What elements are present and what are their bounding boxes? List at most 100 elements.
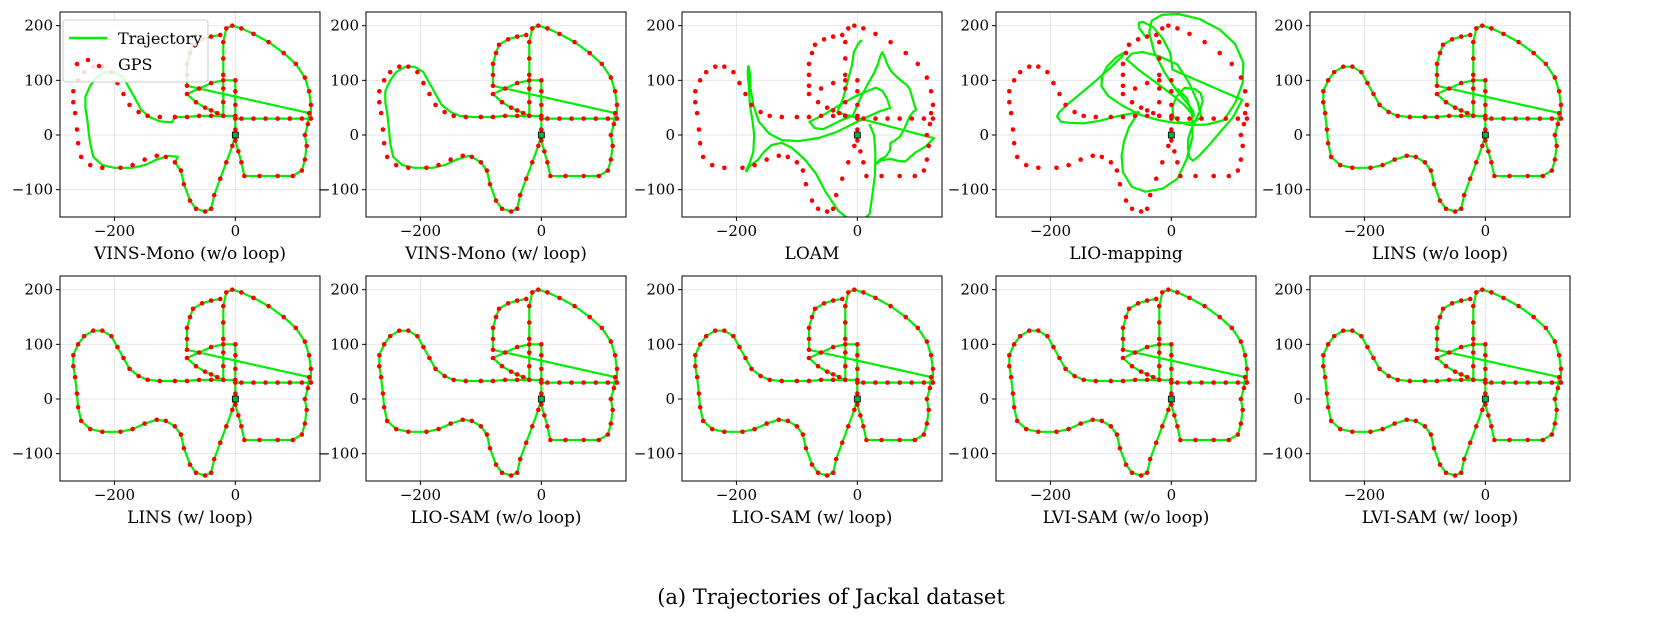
gps-point	[1120, 325, 1126, 331]
gps-point	[1467, 296, 1473, 302]
gps-point	[1422, 160, 1428, 165]
gps-point	[1172, 413, 1177, 418]
x-tick-label: 0	[1481, 486, 1491, 504]
gps-point	[1017, 333, 1023, 339]
gps-point	[1169, 127, 1174, 132]
gps-point	[1480, 407, 1485, 413]
gps-point	[178, 168, 184, 173]
y-tick-label: 200	[646, 281, 675, 299]
gps-point	[1552, 396, 1558, 402]
gps-point	[1172, 149, 1177, 154]
gps-point	[1017, 69, 1023, 75]
x-tick-label: −200	[94, 222, 135, 240]
gps-point	[1428, 168, 1434, 173]
x-tick-label: −200	[1344, 486, 1385, 504]
origin-marker	[231, 395, 239, 403]
gps-point	[1114, 168, 1120, 173]
gps-point	[779, 378, 785, 384]
gps-point	[915, 325, 921, 331]
gps-point	[220, 336, 226, 342]
gps-point	[499, 99, 505, 105]
gps-point	[526, 56, 532, 61]
gps-point	[1057, 355, 1062, 361]
gps-point	[930, 102, 936, 108]
gps-point	[852, 287, 857, 292]
gps-point	[612, 88, 618, 94]
gps-point	[514, 80, 520, 86]
gps-point	[572, 39, 577, 45]
gps-point	[824, 105, 830, 110]
gps-point	[1340, 64, 1346, 69]
gps-point	[1365, 80, 1370, 86]
gps-point	[858, 149, 863, 154]
gps-point	[1531, 50, 1537, 56]
gps-point	[526, 320, 532, 325]
gps-point	[306, 110, 312, 116]
gps-point	[384, 418, 390, 424]
gps-point	[517, 456, 523, 462]
gps-point	[1359, 69, 1364, 75]
gps-point	[830, 298, 836, 303]
gps-point	[839, 296, 845, 302]
gps-point	[794, 160, 800, 165]
gps-point	[490, 347, 496, 353]
gps-point	[71, 88, 76, 94]
gps-point	[1054, 165, 1059, 171]
gps-point	[1324, 127, 1330, 132]
gps-point	[1238, 132, 1244, 138]
gps-point	[764, 421, 769, 426]
gps-point	[1156, 320, 1162, 325]
gps-point	[502, 86, 508, 91]
gps-point	[75, 404, 81, 410]
gps-point	[490, 91, 496, 97]
gps-point	[1240, 407, 1245, 413]
gps-point	[163, 154, 169, 160]
gps-point	[257, 437, 262, 443]
figure-caption: (a) Trajectories of Jackal dataset	[657, 585, 1005, 609]
gps-point	[608, 339, 614, 344]
gps-point	[1395, 113, 1400, 119]
gps-point	[1129, 363, 1135, 369]
gps-point	[694, 374, 700, 380]
gps-point	[545, 290, 550, 295]
gps-point	[909, 116, 915, 121]
gps-point	[545, 116, 550, 121]
gps-point	[1470, 72, 1476, 78]
gps-point	[424, 429, 429, 435]
gps-point	[415, 69, 420, 75]
gps-point	[731, 69, 736, 75]
gps-point	[1099, 418, 1105, 424]
gps-point	[1051, 344, 1056, 350]
gps-point	[217, 176, 223, 182]
gps-point	[1380, 426, 1385, 432]
gps-point	[1159, 160, 1165, 165]
gps-point	[737, 80, 742, 86]
gps-point	[593, 380, 599, 385]
gps-point	[1531, 314, 1537, 320]
gps-point	[1458, 206, 1464, 212]
gps-point	[824, 473, 830, 478]
gps-point	[157, 114, 163, 120]
gps-point	[1501, 116, 1506, 121]
gps-point	[1452, 473, 1458, 478]
gps-point	[233, 138, 238, 143]
gps-point	[927, 121, 933, 127]
gps-point	[539, 102, 544, 108]
gps-point	[1036, 165, 1041, 171]
gps-point	[1483, 138, 1488, 143]
gps-point	[1464, 110, 1470, 116]
gps-point	[1120, 61, 1126, 67]
gps-point	[921, 432, 927, 437]
gps-point	[557, 31, 562, 37]
gps-point	[1014, 418, 1020, 424]
gps-point	[377, 99, 382, 105]
x-tick-label: −200	[1344, 222, 1385, 240]
gps-point	[1144, 34, 1150, 39]
gps-point	[830, 206, 836, 212]
gps-point	[1325, 78, 1331, 83]
gps-point	[855, 402, 860, 407]
gps-point	[433, 366, 438, 372]
gps-point	[526, 363, 532, 369]
gps-point	[299, 168, 305, 173]
gps-point	[930, 380, 936, 385]
